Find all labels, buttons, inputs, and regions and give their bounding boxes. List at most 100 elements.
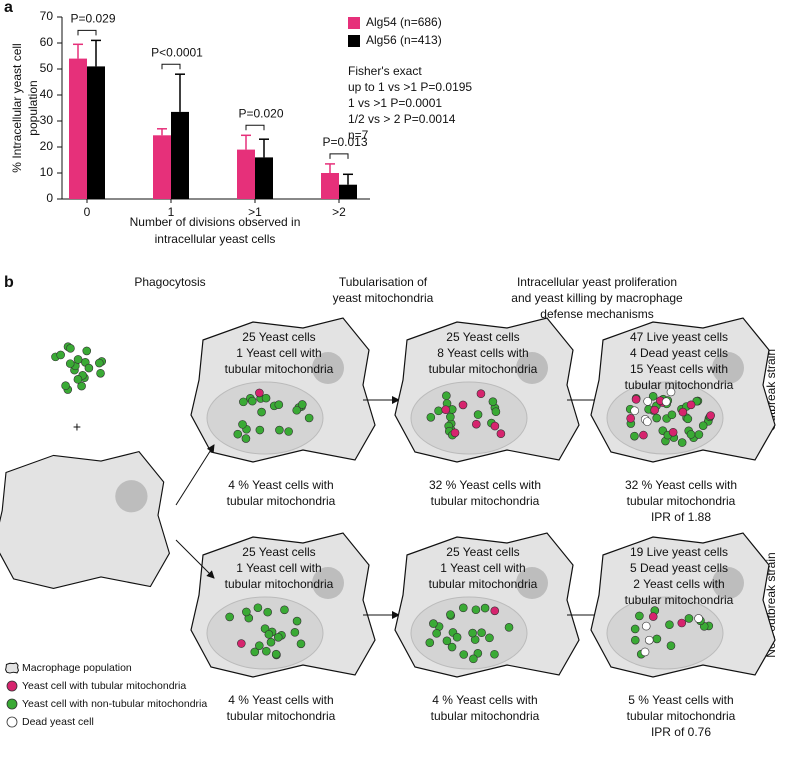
yeast-cell: [274, 400, 284, 410]
legend-label: Yeast cell with tubular mitochondria: [22, 680, 186, 692]
yeast-cell: [473, 649, 483, 658]
arrow: [175, 539, 215, 579]
column-header: Tubularisation of: [339, 275, 428, 289]
column-header: Intracellular yeast proliferation: [517, 275, 677, 289]
p-value: P=0.013: [322, 135, 367, 149]
yeast-cell: [261, 393, 271, 403]
yeast-cell: [678, 407, 688, 417]
yeast-cell: [447, 642, 457, 652]
yeast-cell: [239, 397, 248, 407]
yeast-cell: [640, 647, 650, 657]
yeast-cell: [641, 621, 651, 631]
error-bar: [241, 134, 251, 150]
yeast-cell: [490, 421, 500, 431]
yeast-cell: [280, 605, 289, 615]
cell-caption: tubular mitochondria: [627, 494, 736, 508]
bar: [237, 149, 255, 199]
x-tick-label: >2: [332, 205, 346, 219]
nucleus: [516, 352, 548, 384]
yeast-cell: [630, 431, 639, 441]
significance-bracket: [245, 124, 265, 131]
legend-swatch: [348, 35, 360, 47]
significance-bracket: [161, 63, 181, 70]
legend-label: Alg56 (n=413): [366, 33, 442, 47]
y-tick-label: 20: [40, 139, 54, 153]
cell-outline: [5, 662, 19, 674]
yeast-cell: [677, 618, 687, 628]
yeast-cell: [488, 397, 498, 406]
yeast-cell: [490, 606, 500, 616]
cell-text: tubular mitochondria: [225, 577, 334, 591]
cell-text: 15 Yeast cells with: [630, 362, 728, 376]
y-tick-label: 40: [40, 87, 54, 101]
yeast-cell: [490, 649, 499, 659]
yeast-cell: [648, 391, 658, 401]
cell-caption: 32 % Yeast cells with: [625, 478, 737, 492]
cell-text: tubular mitochondria: [429, 362, 538, 376]
yeast-cell: [65, 359, 75, 368]
cell-text: 47 Live yeast cells: [630, 330, 728, 344]
cell-text: tubular mitochondria: [625, 593, 734, 607]
x-tick-label: 0: [84, 205, 91, 219]
yeast-cell: [442, 636, 452, 646]
error-bar: [259, 138, 269, 158]
yeast-cell: [626, 414, 635, 423]
cell-text: 1 Yeast cell with: [440, 561, 525, 575]
yeast-cell: [473, 410, 483, 419]
yeast-cell: [238, 420, 247, 429]
arrow: [175, 444, 215, 506]
yeast-cell: [677, 438, 687, 447]
y-tick-label: 0: [46, 191, 53, 205]
stats-note: n=7: [348, 128, 369, 142]
x-axis-label: intracellular yeast cells: [155, 232, 276, 246]
yeast-cell: [296, 639, 306, 649]
yeast-cell: [450, 428, 460, 438]
yeast-cell: [686, 430, 696, 439]
cell-text: 5 Dead yeast cells: [630, 561, 728, 575]
yeast-cell: [255, 388, 264, 398]
cell-text: 4 Dead yeast cells: [630, 346, 728, 360]
nucleus: [516, 567, 548, 599]
y-tick-label: 30: [40, 113, 54, 127]
nucleus: [712, 567, 744, 599]
yeast-cell: [255, 641, 264, 650]
yeast-cell: [665, 620, 674, 629]
yeast-cell: [468, 628, 477, 638]
bar: [69, 58, 87, 199]
phagosome-region: [606, 596, 724, 670]
y-tick-label: 60: [40, 35, 54, 49]
column-header: Phagocytosis: [134, 275, 205, 289]
yeast-cell: [262, 646, 271, 656]
cell-text: 25 Yeast cells: [242, 330, 315, 344]
yeast-cell: [241, 434, 251, 443]
yeast-cell: [485, 633, 494, 643]
yeast-cell: [425, 638, 435, 647]
yeast-cell: [434, 406, 443, 416]
significance-bracket: [77, 29, 97, 36]
yeast-cell: [476, 389, 486, 398]
yeast-cell: [446, 610, 455, 619]
yeast-cell: [56, 350, 65, 360]
yeast-cell: [666, 641, 676, 651]
yeast-cell: [458, 400, 468, 410]
yeast-cell: [459, 603, 468, 613]
yeast-cell: [477, 628, 486, 638]
bar: [153, 135, 171, 199]
yeast-cell: [459, 650, 469, 659]
y-tick-label: 10: [40, 165, 54, 179]
macrophage: [190, 317, 376, 463]
yeast-cell: [250, 647, 260, 657]
error-bar: [175, 73, 185, 112]
yeast-cell: [255, 425, 265, 435]
yeast-cell: [472, 419, 481, 429]
cell-caption: tubular mitochondria: [227, 709, 336, 723]
plus-sign: +: [73, 419, 81, 435]
column-header: defense mechanisms: [540, 307, 653, 321]
yeast-cell: [652, 634, 662, 644]
yeast-cell: [504, 623, 514, 632]
yeast-cell: [661, 397, 671, 407]
yeast-cell: [668, 427, 678, 437]
yeast-cell: [271, 649, 281, 659]
error-bar: [157, 128, 167, 136]
y-axis-label: % Intracellular yeast cell: [10, 43, 24, 172]
